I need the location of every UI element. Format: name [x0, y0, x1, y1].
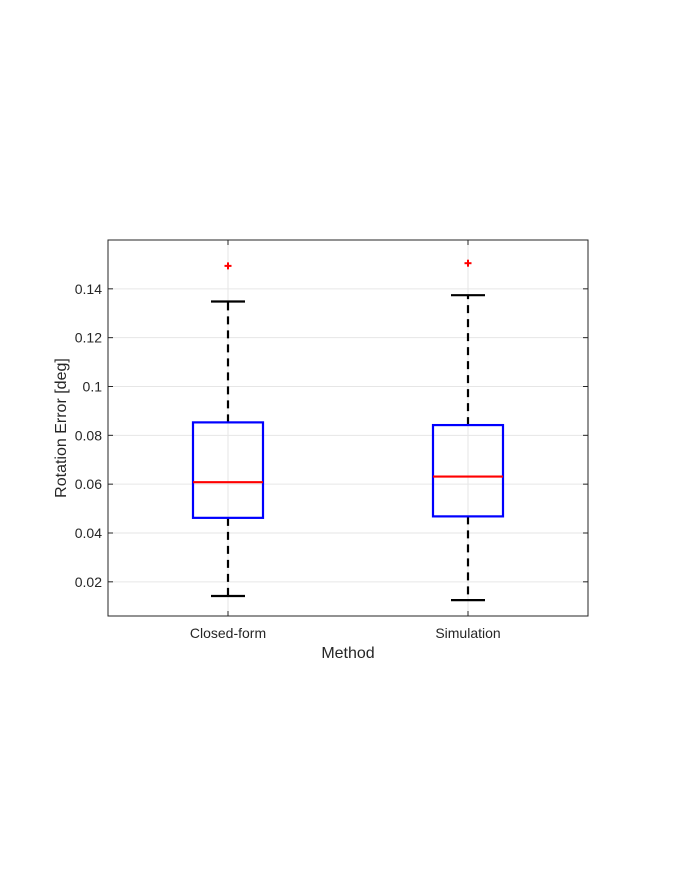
iqr-box [431, 423, 505, 518]
y-tick-label: 0.14 [75, 281, 102, 297]
y-tick-label: 0.08 [75, 427, 102, 443]
y-tick-label: 0.1 [83, 378, 103, 394]
x-tick-label: Simulation [435, 625, 500, 641]
y-axis-ticks: 0.02 0.04 0.06 0.08 0.1 0.12 0.14 [75, 281, 588, 590]
x-tick-label: Closed-form [190, 625, 266, 641]
box-group [191, 262, 265, 598]
box-group [431, 259, 505, 602]
outlier-marker [464, 259, 472, 267]
iqr-box [191, 421, 265, 519]
y-tick-label: 0.04 [75, 525, 102, 541]
x-axis-label: Method [321, 645, 374, 662]
box-plot-series [191, 259, 505, 602]
outlier-marker [224, 262, 232, 270]
y-tick-label: 0.12 [75, 330, 102, 346]
y-tick-label: 0.06 [75, 476, 102, 492]
plot-area-frame [107, 239, 589, 617]
y-tick-label: 0.02 [75, 574, 102, 590]
x-axis-ticks: Closed-form Simulation [190, 240, 501, 641]
y-axis-label: Rotation Error [deg] [53, 358, 70, 498]
